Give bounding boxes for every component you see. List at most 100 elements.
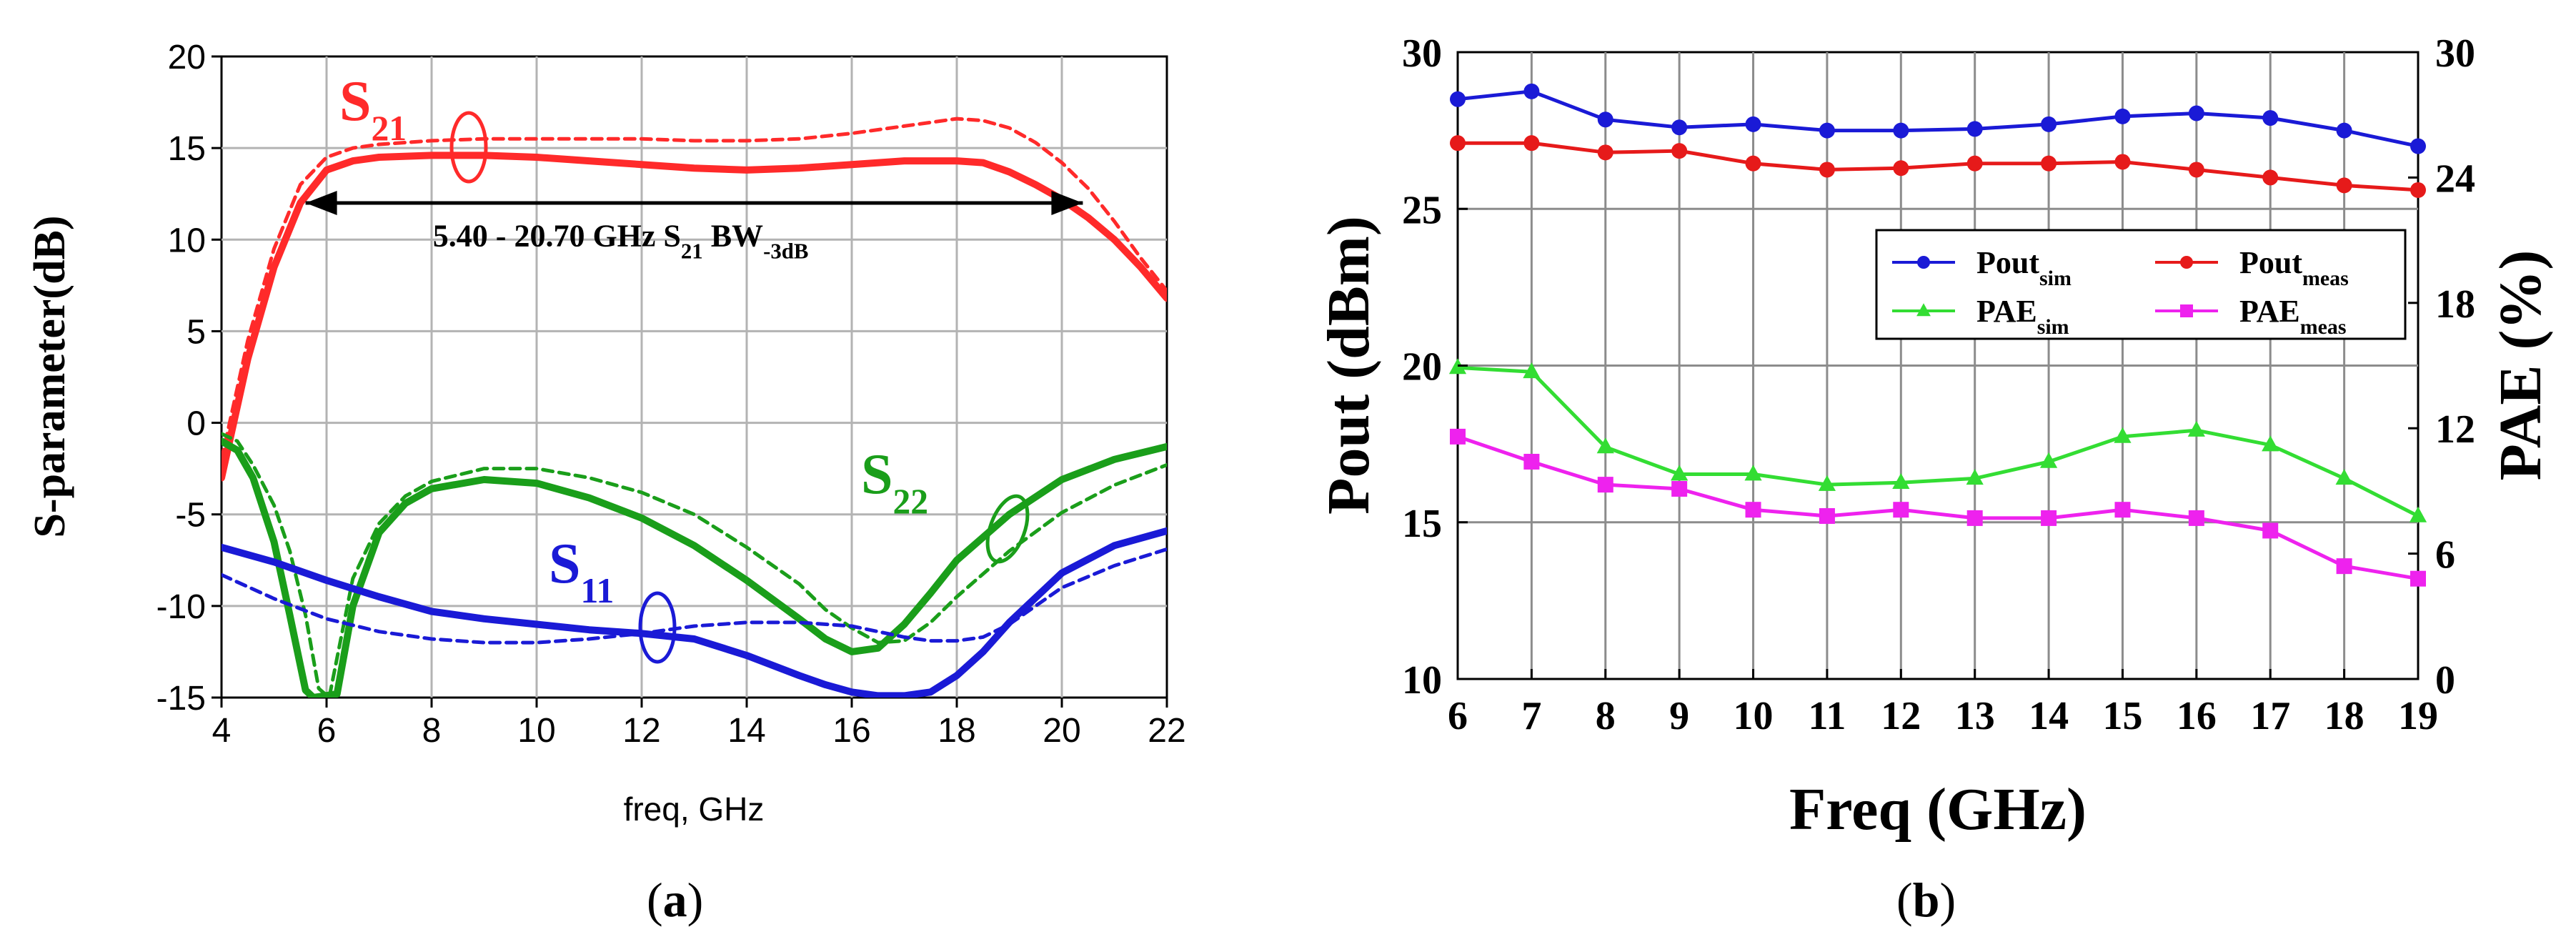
- series-pout-sim: [1450, 83, 2426, 154]
- curve-label-s21-sub: 21: [372, 109, 407, 148]
- panel-a-ytick-label: -15: [156, 680, 206, 718]
- curve-marker-ellipse-s22: [985, 494, 1030, 564]
- data-point: [1671, 119, 1688, 136]
- panel-b-xtick-label: 18: [2324, 694, 2364, 738]
- bandwidth-arrow-right-head: [1051, 191, 1083, 216]
- data-point: [1597, 144, 1613, 161]
- data-point: [1818, 475, 1836, 491]
- panel-b-xtick-label: 9: [1669, 694, 1689, 738]
- panel-b-ytick-label: 25: [1402, 188, 1442, 232]
- series-s22-simulated: [222, 432, 1167, 698]
- panel-a-xtick-label: 12: [622, 712, 660, 750]
- data-point: [1523, 135, 1540, 152]
- panel-a-ytick-label: 15: [168, 130, 206, 168]
- legend-item-pout-meas: Poutmeas: [2155, 245, 2349, 290]
- panel-b-xlabel: Freq (GHz): [1789, 776, 2087, 843]
- data-point: [2114, 502, 2131, 518]
- series-line: [1458, 141, 2419, 192]
- series-line: [1457, 435, 2419, 581]
- panel-a-xtick-label: 22: [1148, 712, 1185, 750]
- data-point: [2188, 105, 2204, 122]
- legend-item-pout-sim: Poutsim: [1892, 245, 2072, 290]
- legend-label-main: Pout: [2239, 245, 2302, 280]
- data-point: [2041, 510, 2057, 526]
- panel-a-xtick-label: 18: [938, 712, 975, 750]
- panel-a-xtick-label: 16: [832, 712, 870, 750]
- legend-label-main: Pout: [1976, 245, 2039, 280]
- panel-a-ytick-label: -5: [175, 497, 206, 535]
- panel-a-xlabel: freq, GHz: [624, 790, 765, 828]
- panel-b-ytick-label: 10: [1402, 658, 1442, 703]
- data-point: [1671, 480, 1688, 497]
- data-point: [2410, 138, 2426, 154]
- data-point: [1745, 502, 1761, 518]
- data-point: [2041, 116, 2057, 132]
- data-point: [2335, 469, 2353, 485]
- data-point: [1450, 135, 1466, 152]
- legend-item-pae-meas: PAEmeas: [2155, 294, 2347, 339]
- panel-b-xtick-label: 8: [1596, 694, 1616, 738]
- legend-swatch-marker: [2180, 304, 2193, 317]
- panel-b-y2tick-label: 6: [2435, 533, 2455, 577]
- panel-a-ylabel: S-parameter(dB): [26, 215, 74, 537]
- panel-a-chart: 4 6 8 10 12 14 16 18 20 22 20 15 10 5 0 -5 -10 -15 5.40 -…: [26, 39, 1186, 927]
- curve-label-s11: S11: [549, 532, 614, 610]
- series-pout-meas: [1450, 135, 2426, 198]
- data-point: [1744, 465, 1762, 481]
- panel-b-xtick-label: 13: [1955, 694, 1995, 738]
- panel-b-y2label: PAE (%): [2487, 250, 2554, 481]
- curve-label-s11-main: S: [549, 532, 581, 595]
- panel-a-xtick-label: 8: [422, 712, 442, 750]
- data-point: [1745, 155, 1761, 172]
- data-point: [1819, 122, 1835, 139]
- data-point: [1819, 162, 1835, 178]
- data-point: [2410, 182, 2426, 198]
- bandwidth-label-main: 5.40 - 20.70 GHz S: [433, 218, 681, 253]
- panel-b-y2tick-label: 0: [2435, 658, 2455, 703]
- panel-a-ytick-label: 0: [187, 405, 206, 443]
- legend-item-pae-sim: PAEsim: [1892, 294, 2069, 339]
- data-point: [1893, 502, 1909, 518]
- panel-b-y2tick-label: 30: [2435, 31, 2475, 76]
- data-point: [1596, 437, 1614, 454]
- panel-a-ytick-label: 10: [168, 222, 206, 259]
- panel-a-caption: (a): [647, 873, 703, 927]
- panel-b-ylabel: Pout (dBm): [1316, 216, 1382, 515]
- panel-b-xtick-label: 10: [1734, 694, 1774, 738]
- panel-b-xtick-label: 19: [2398, 694, 2438, 738]
- panel-a-plot-frame: [220, 55, 1168, 699]
- curve-label-s21-main: S: [339, 70, 372, 133]
- legend-swatch-marker: [2180, 256, 2193, 269]
- data-point: [2188, 510, 2204, 526]
- data-point: [2114, 154, 2131, 170]
- data-point: [2188, 162, 2204, 178]
- bandwidth-label-mid: BW: [703, 218, 763, 253]
- panel-b-xtick-label: 12: [1881, 694, 1921, 738]
- legend-label-sub: sim: [2037, 315, 2069, 339]
- data-point: [1966, 121, 1983, 137]
- data-point: [2114, 108, 2131, 124]
- panel-b-xtick-label: 16: [2177, 694, 2217, 738]
- legend-label-main: PAE: [2239, 294, 2300, 329]
- data-point: [1671, 465, 1689, 481]
- bandwidth-arrow-left-head: [305, 191, 337, 216]
- data-point: [1523, 453, 1540, 470]
- legend-label: Poutmeas: [2239, 245, 2349, 290]
- panel-b-y2tick-label: 12: [2435, 407, 2475, 452]
- panel-a-xtick-label: 10: [517, 712, 555, 750]
- data-point: [1523, 83, 1540, 99]
- series-s11-measured: [222, 527, 1167, 698]
- data-point: [2410, 570, 2426, 587]
- data-point: [2262, 435, 2279, 452]
- bandwidth-annotation: 5.40 - 20.70 GHz S21 BW-3dB: [305, 191, 1083, 263]
- data-point: [1892, 473, 1910, 490]
- panel-b-xtick-label: 11: [1808, 694, 1846, 738]
- data-point: [2336, 177, 2352, 194]
- legend-label-main: PAE: [1976, 294, 2037, 329]
- legend-box: [1875, 229, 2407, 340]
- panel-b-ytick-label: 20: [1402, 345, 1442, 390]
- data-point: [2114, 427, 2132, 443]
- data-point: [2336, 122, 2352, 139]
